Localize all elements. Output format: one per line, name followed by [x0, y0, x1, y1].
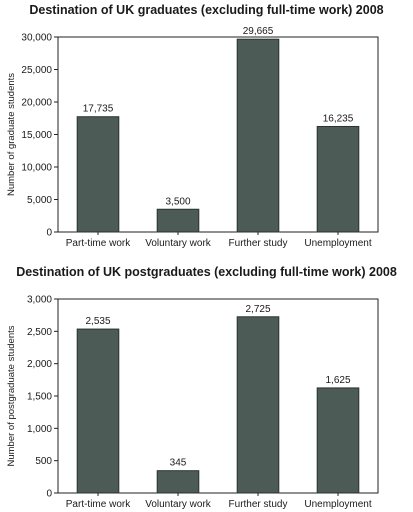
postgraduates-ytick-label: 1,000 [27, 424, 52, 435]
postgraduates-bar-unemployment [316, 387, 360, 494]
postgraduates-category-label-voluntary-work: Voluntary work [145, 499, 212, 510]
postgraduates-category-label-further-study: Further study [229, 499, 288, 510]
graduates-category-label-unemployment: Unemployment [304, 238, 371, 249]
graduates-value-label-voluntary-work: 3,500 [165, 196, 190, 207]
graduates-category-label-part-time-work: Part-time work [66, 238, 131, 249]
postgraduates-ytick-label: 0 [46, 489, 52, 500]
postgraduates-ytick-label: 2,000 [27, 359, 52, 370]
postgraduates-category-label-unemployment: Unemployment [304, 499, 371, 510]
graduates-bar-voluntary-work [156, 208, 200, 233]
graduates-ytick-label: 25,000 [21, 65, 52, 76]
graduates-ytick-label: 15,000 [21, 130, 52, 141]
graduates-bar-chart: 0 5,000 10,000 15,000 20,000 25,000 30,000 Numb… [6, 26, 379, 249]
postgraduates-bar-chart: 0 500 1,000 1,500 2,000 2,500 3,000 Number of p… [6, 295, 379, 510]
graduates-value-label-part-time-work: 17,735 [83, 104, 114, 115]
postgraduates-ytick-label: 3,000 [27, 295, 52, 306]
postgraduates-category-label-part-time-work: Part-time work [66, 499, 131, 510]
postgraduates-value-label-further-study: 2,725 [245, 304, 270, 315]
graduates-category-label-further-study: Further study [229, 238, 288, 249]
postgraduates-ytick-label: 500 [35, 456, 52, 467]
postgraduates-bar-further-study [236, 316, 280, 494]
graduates-value-label-unemployment: 16,235 [323, 113, 354, 124]
graduates-ytick-label: 5,000 [27, 195, 52, 206]
graduates-bar-unemployment [316, 125, 360, 233]
graduates-ytick-label: 30,000 [21, 33, 52, 44]
graduates-ytick-label: 20,000 [21, 98, 52, 109]
postgraduates-ytick-label: 2,500 [27, 327, 52, 338]
postgraduates-ytick-label: 1,500 [27, 392, 52, 403]
graduates-ytick-label: 10,000 [21, 163, 52, 174]
postgraduates-value-label-voluntary-work: 345 [170, 458, 187, 469]
graduates-category-label-voluntary-work: Voluntary work [145, 238, 212, 249]
graduates-ytick-label: 0 [46, 228, 52, 239]
postgraduates-y-axis-label: Number of postgraduate students [6, 325, 17, 466]
chart-title-postgraduates: Destination of UK postgraduates (excludi… [16, 265, 397, 279]
graduates-y-axis-label: Number of graduate students [6, 73, 17, 196]
postgraduates-value-label-part-time-work: 2,535 [85, 316, 110, 327]
graduates-bar-part-time-work [76, 116, 120, 233]
postgraduates-bar-part-time-work [76, 328, 120, 494]
graduates-value-label-further-study: 29,665 [243, 26, 274, 37]
graduates-bar-further-study [236, 38, 280, 233]
postgraduates-value-label-unemployment: 1,625 [325, 375, 350, 386]
chart-title-graduates: Destination of UK graduates (excluding f… [29, 3, 384, 17]
postgraduates-bar-voluntary-work [156, 470, 200, 494]
